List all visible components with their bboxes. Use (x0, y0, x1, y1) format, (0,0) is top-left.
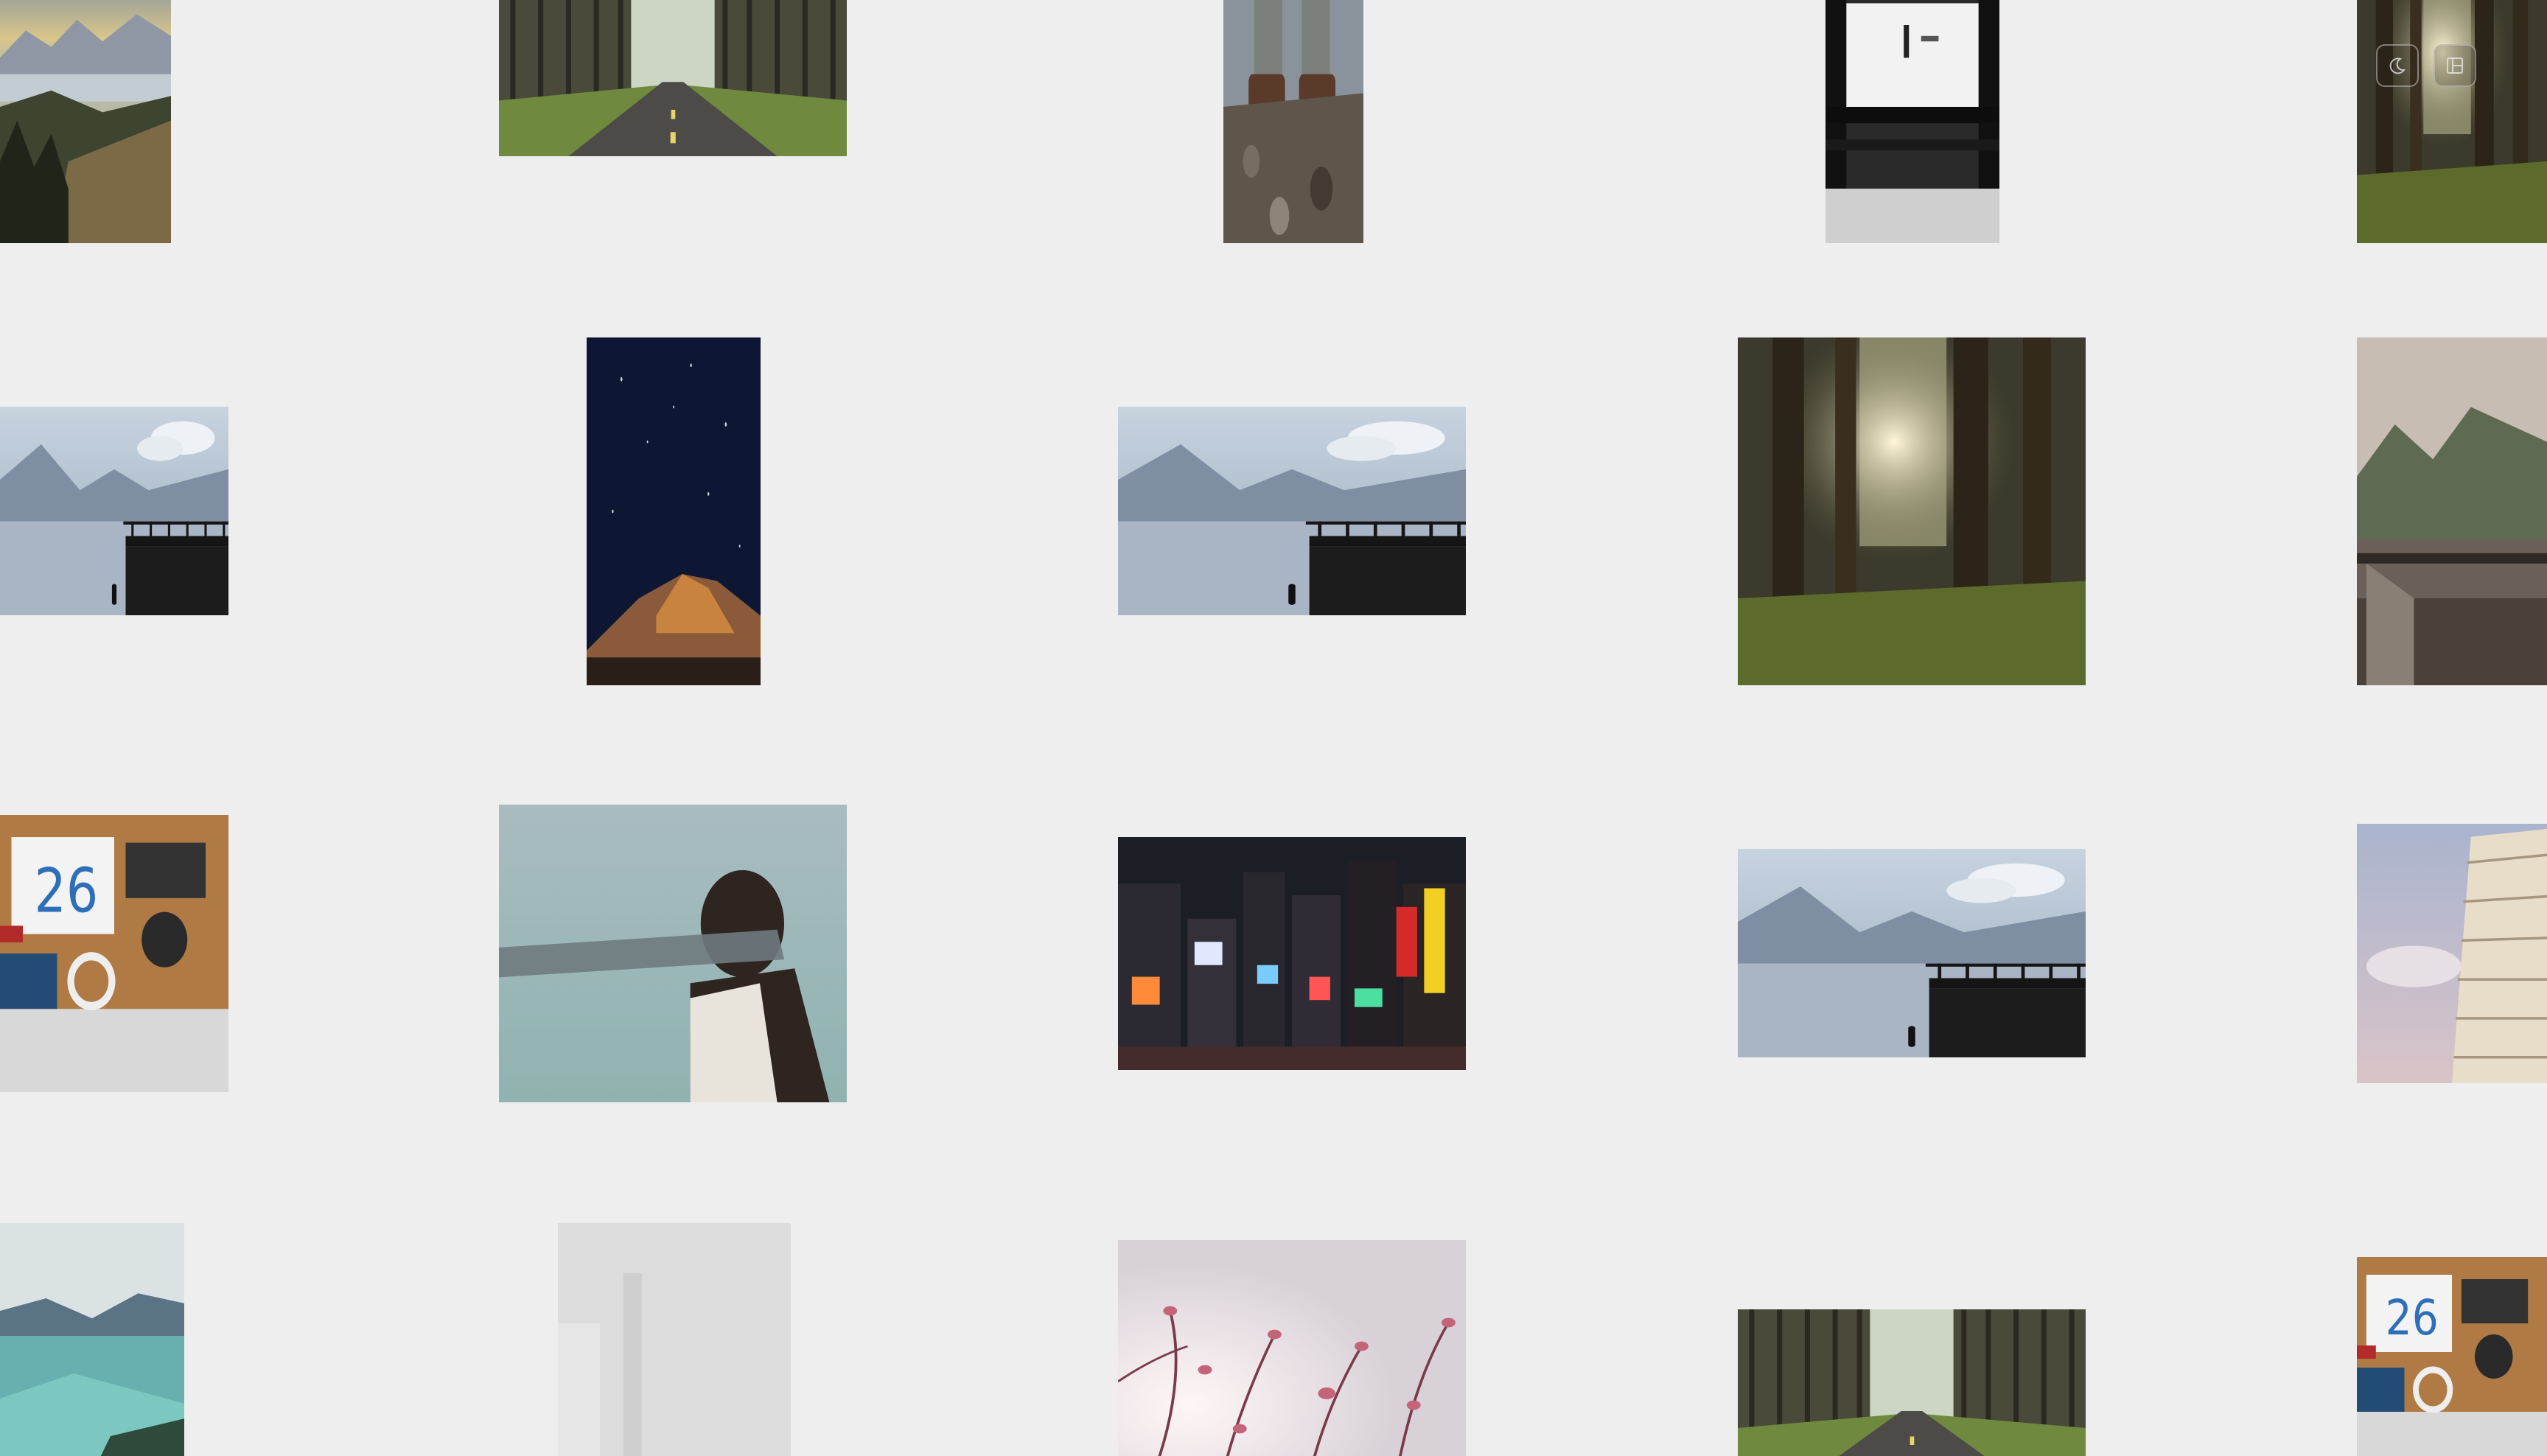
photo-forest-sunlight[interactable] (1738, 337, 2086, 685)
photo-turquoise-lake[interactable] (0, 1223, 184, 1456)
photo-hiking-boots[interactable] (1223, 0, 1363, 243)
photo-times-square[interactable] (1118, 837, 1466, 1070)
photo-desk-flatlay-2[interactable]: 26 (2357, 1257, 2547, 1456)
photo-foggy-white[interactable] (558, 1223, 791, 1456)
photo-mountain-lake-sunset[interactable] (0, 0, 171, 243)
top-right-toolbar (2376, 44, 2476, 87)
theme-toggle-button[interactable] (2376, 44, 2419, 87)
photo-night-sky-rock[interactable] (587, 337, 761, 685)
photo-lake-pier-1[interactable] (0, 407, 228, 615)
photo-forest-road-2[interactable] (1738, 1309, 2086, 1456)
photo-forest-sunlight-top[interactable] (2357, 0, 2547, 243)
photo-forest-road[interactable] (499, 0, 847, 156)
photo-desk-flatlay[interactable]: 26 (0, 815, 228, 1092)
photo-leaning-tower[interactable] (2357, 824, 2547, 1083)
photo-lake-pier-2[interactable] (1118, 407, 1466, 615)
moon-icon (2389, 57, 2406, 74)
photo-subway-platform[interactable] (1825, 0, 1999, 243)
photo-blindfold-woman[interactable] (499, 805, 847, 1102)
photo-lake-pier-3[interactable] (1738, 849, 2086, 1057)
panel-icon (2447, 57, 2463, 74)
layout-toggle-button[interactable] (2434, 44, 2476, 87)
photo-misty-balcony[interactable] (2357, 337, 2547, 685)
svg-text:26: 26 (2386, 1289, 2439, 1346)
photo-pink-blossoms[interactable] (1118, 1240, 1466, 1456)
svg-text:26: 26 (35, 855, 99, 926)
